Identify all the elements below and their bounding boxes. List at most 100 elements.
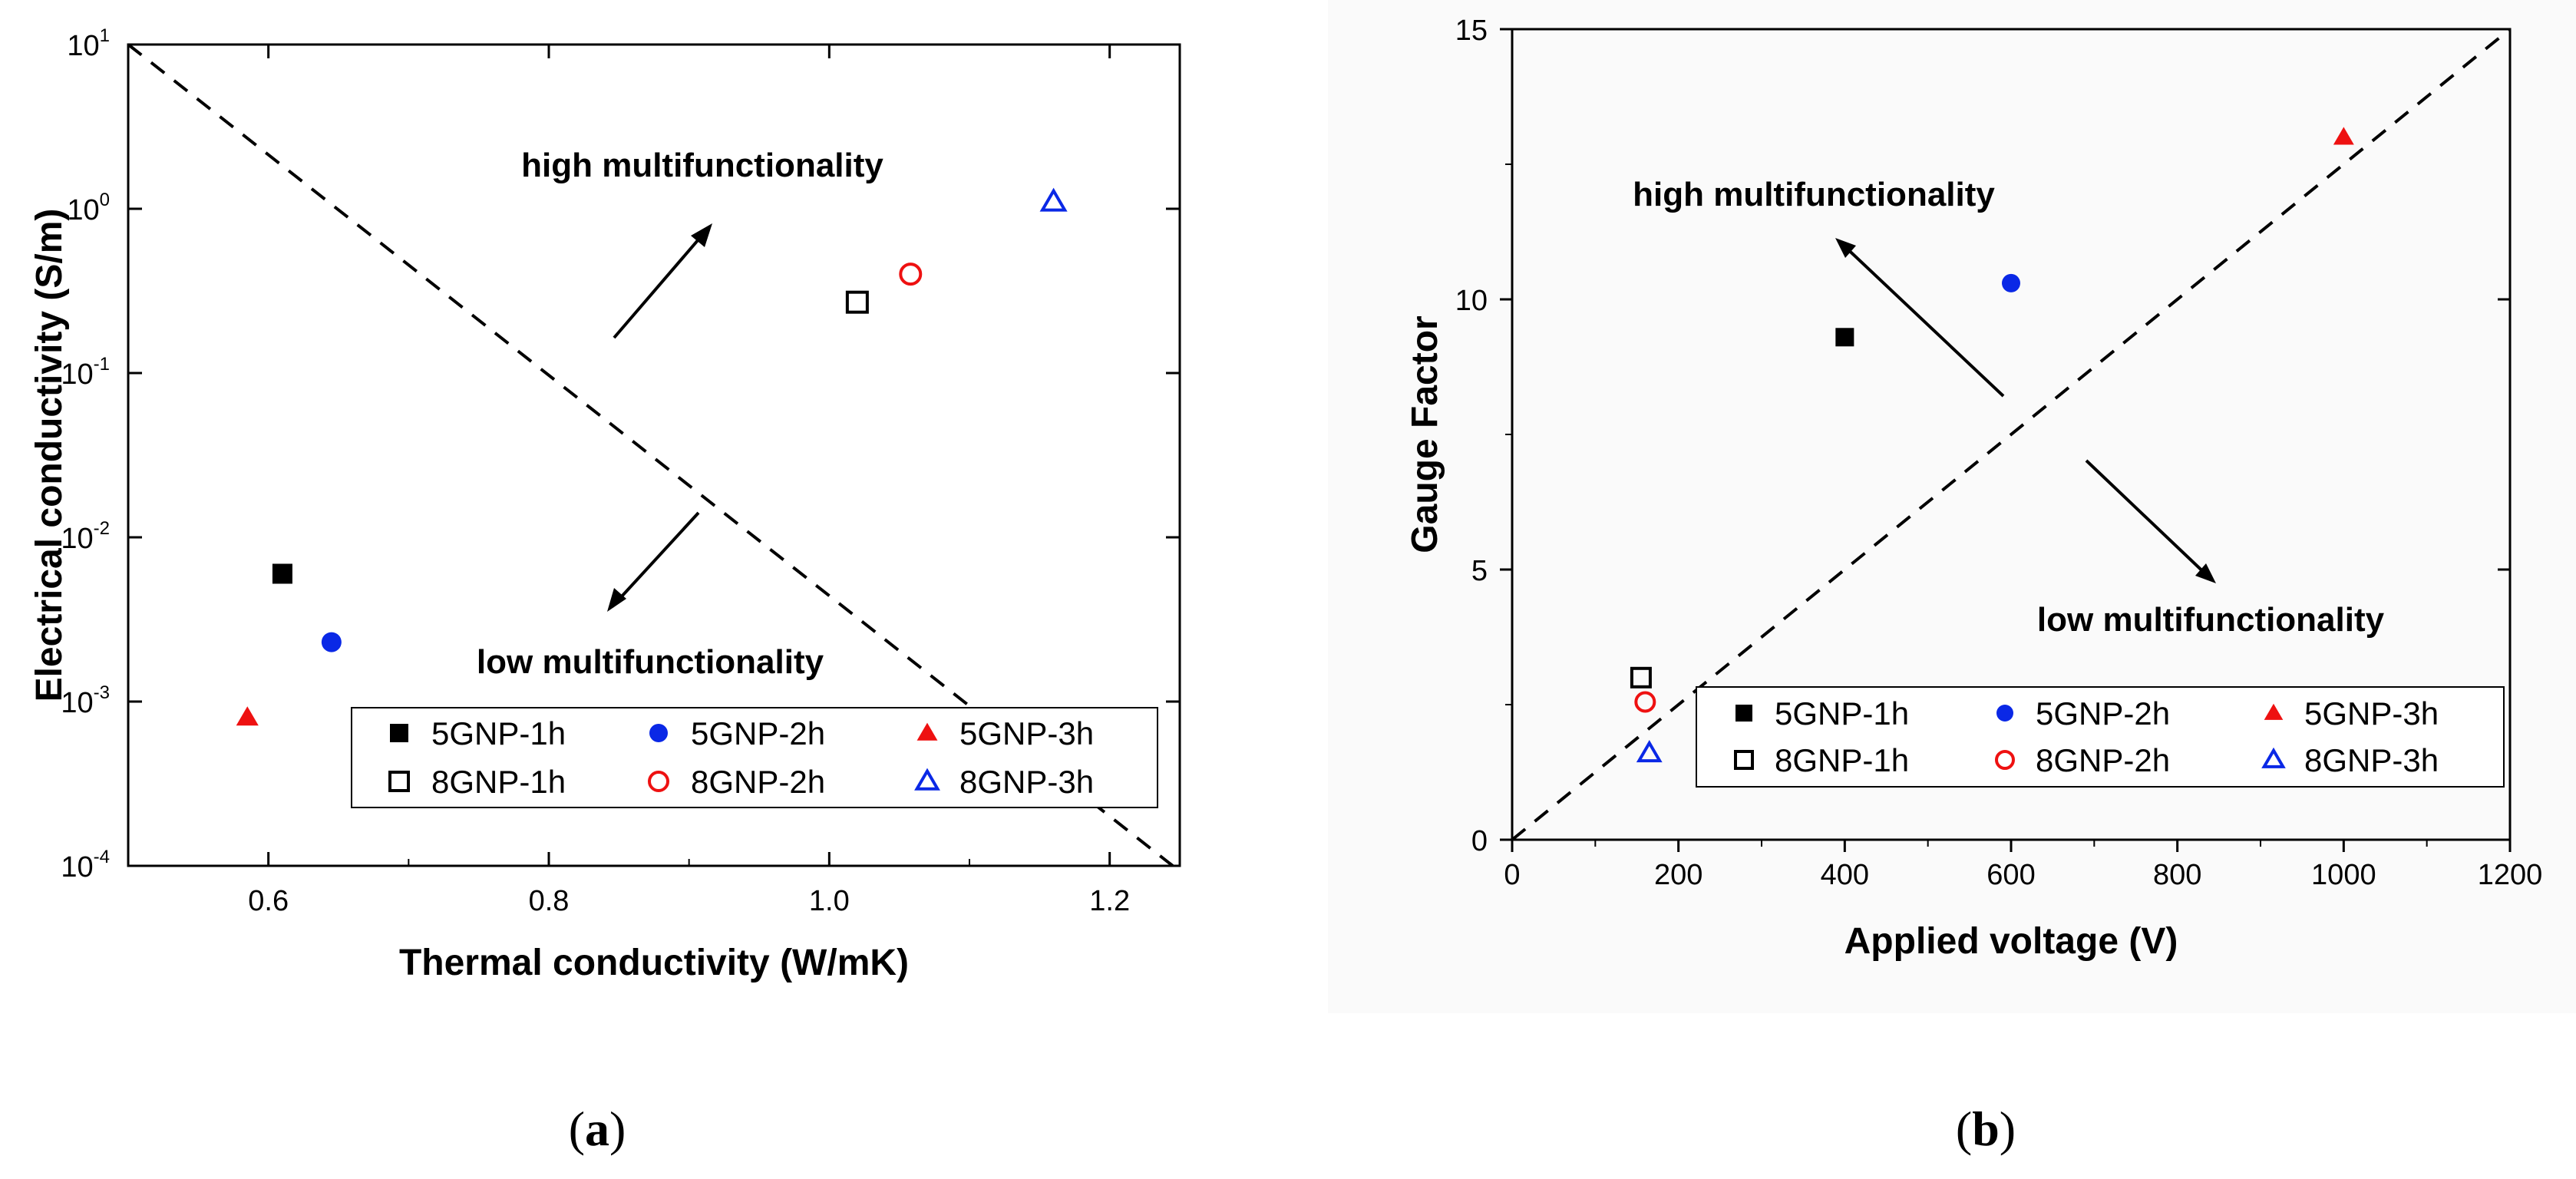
panel-b-caption-letter: b xyxy=(1972,1101,2000,1156)
panel-a-y-tick-base: 10 xyxy=(67,194,99,226)
panel-b-legend-label: 5GNP-2h xyxy=(2036,695,2170,732)
panel-a-legend-marker-8gnp-1h xyxy=(388,771,410,792)
panel-b-legend-label: 5GNP-3h xyxy=(2304,695,2439,732)
panel-b-arrow-down xyxy=(2085,459,2212,580)
panel-b-legend-marker-5gnp-1h xyxy=(1735,705,1752,722)
panel-a-y-tick-base: 10 xyxy=(61,523,93,555)
panel-a-y-tick-base: 10 xyxy=(61,358,93,391)
panel-b-y-tick-label: 15 xyxy=(1455,15,1488,47)
panel-b-y-tick-label: 5 xyxy=(1471,555,1488,587)
panel-a-markers xyxy=(236,187,1068,726)
panel-b-arrowhead-up xyxy=(1835,238,1856,258)
panel-a-y-tick-base: 10 xyxy=(67,30,99,62)
panel-a-plot-frame xyxy=(127,43,1181,867)
panel-a-y-tick-base: 10 xyxy=(61,851,93,883)
panel-a-x-tick-label: 0.8 xyxy=(529,885,570,917)
panel-b-marker-8gnp-3h xyxy=(1636,739,1663,763)
panel-b-x-tick-label: 1200 xyxy=(2478,859,2543,891)
panel-b-x-tick-label: 600 xyxy=(1986,859,2035,891)
panel-b-y-axis-title: Gauge Factor xyxy=(1405,315,1445,553)
panel-a-x-tick-label: 0.6 xyxy=(248,885,289,917)
panel-b-legend-label: 8GNP-2h xyxy=(2036,742,2170,778)
panel-a-legend-label: 8GNP-3h xyxy=(959,764,1094,800)
panel-a-arrow-up xyxy=(613,227,709,339)
panel-b-marker-5gnp-2h xyxy=(2002,273,2020,292)
panel-a-marker-8gnp-2h xyxy=(899,263,923,286)
panel-a-y-tick-label: 10-1 xyxy=(61,354,110,391)
panel-a-arrowhead-up xyxy=(691,223,712,247)
panel-b-arrow-up xyxy=(1839,241,2005,398)
panel-b-x-axis-title: Applied voltage (V) xyxy=(1844,921,2178,962)
panel-b: 0 200 400 600 800 1000 1200 0 5 10 15 high multif… xyxy=(1405,15,2542,1156)
panel-b-background xyxy=(1328,0,2576,1013)
panel-b-y-tick-label: 10 xyxy=(1455,285,1488,317)
panel-b-x-tick-label: 400 xyxy=(1821,859,1869,891)
panel-a-legend-marker-5gnp-1h xyxy=(390,724,408,742)
panel-a-y-tick-exponent: -2 xyxy=(94,518,110,539)
panel-b-caption: (b) xyxy=(1956,1101,2016,1156)
panel-a-x-ticks: 0.6 0.8 1.0 1.2 xyxy=(127,45,1130,917)
panel-b-x-tick-label: 800 xyxy=(2153,859,2201,891)
panel-a-x-tick-label: 1.0 xyxy=(809,885,850,917)
panel-b-x-tick-label: 1000 xyxy=(2311,859,2376,891)
panel-a-y-tick-exponent: -1 xyxy=(94,354,110,375)
panel-a-x-tick-label: 1.2 xyxy=(1089,885,1130,917)
panel-a-caption-letter: a xyxy=(585,1101,609,1156)
panel-b-legend-marker-8gnp-1h xyxy=(1734,750,1754,770)
panel-a-arrowhead-down xyxy=(607,588,626,612)
panel-b-y-ticks: 0 5 10 15 xyxy=(1455,15,2510,857)
panel-a-high-annotation: high multifunctionality xyxy=(521,147,883,184)
panel-a-low-annotation: low multifunctionality xyxy=(477,643,824,681)
panel-a-legend-label: 5GNP-2h xyxy=(691,715,825,751)
panel-b-markers xyxy=(1630,127,2354,763)
panel-a-marker-5gnp-1h xyxy=(272,563,292,584)
panel-b-y-tick-label: 0 xyxy=(1471,825,1488,857)
panel-a-legend-marker-8gnp-3h xyxy=(914,768,940,791)
panel-a-y-tick-exponent: -3 xyxy=(94,682,110,703)
panel-b-low-annotation: low multifunctionality xyxy=(2037,601,2385,639)
panel-b-legend-label: 8GNP-1h xyxy=(1775,742,1909,778)
panel-b-legend-marker-5gnp-3h xyxy=(2264,703,2284,720)
panel-b-legend-label: 5GNP-1h xyxy=(1775,695,1909,732)
panel-b-high-annotation: high multifunctionality xyxy=(1633,176,1995,213)
panel-a-marker-5gnp-2h xyxy=(321,632,342,652)
panel-a-marker-8gnp-1h xyxy=(845,290,869,314)
panel-a-y-tick-exponent: 1 xyxy=(100,25,110,46)
panel-b-marker-8gnp-2h xyxy=(1634,691,1656,713)
panel-a-legend-label: 8GNP-1h xyxy=(431,764,566,800)
panel-b-x-tick-label: 0 xyxy=(1504,859,1520,891)
panel-a-legend-marker-8gnp-2h xyxy=(648,771,669,792)
panel-a-caption: (a) xyxy=(569,1101,626,1156)
panel-a-legend-label: 5GNP-3h xyxy=(959,715,1094,751)
panel-a-legend-label: 5GNP-1h xyxy=(431,715,566,751)
panel-b-x-ticks: 0 200 400 600 800 1000 1200 xyxy=(1504,840,2542,891)
panel-a-legend: 5GNP-1h 5GNP-2h 5GNP-3h 8GNP-1h 8GNP-2h 8GNP-… xyxy=(351,707,1158,808)
panel-a-y-tick-label: 100 xyxy=(67,190,110,226)
panel-b-legend-label: 8GNP-3h xyxy=(2304,742,2439,778)
panel-a-x-axis-title: Thermal conductivity (W/mK) xyxy=(399,943,909,983)
panel-a-y-tick-base: 10 xyxy=(61,687,93,719)
panel-a-legend-marker-5gnp-2h xyxy=(649,724,668,742)
panel-a-legend-label: 8GNP-2h xyxy=(691,764,825,800)
panel-b-legend-marker-8gnp-3h xyxy=(2261,747,2286,768)
panel-a-y-tick-label: 10-2 xyxy=(61,518,110,555)
panel-a-y-tick-label: 10-3 xyxy=(61,682,110,719)
panel-b-marker-8gnp-1h xyxy=(1630,666,1652,689)
panel-b-legend: 5GNP-1h 5GNP-2h 5GNP-3h 8GNP-1h 8GNP-2h 8GNP-… xyxy=(1696,686,2505,788)
panel-b-marker-5gnp-3h xyxy=(2333,127,2354,145)
panel-b-legend-marker-8gnp-2h xyxy=(1995,750,2015,770)
panel-a-y-tick-label: 101 xyxy=(67,25,110,62)
panel-b-reference-line xyxy=(1511,28,2512,841)
panel-b-marker-5gnp-1h xyxy=(1835,328,1854,347)
panel-b-x-tick-label: 200 xyxy=(1654,859,1702,891)
panel-a-y-tick-label: 10-4 xyxy=(61,847,110,883)
panel-a-marker-5gnp-3h xyxy=(236,706,259,726)
panel-b-legend-marker-5gnp-2h xyxy=(1996,705,2013,722)
panel-a-y-tick-exponent: -4 xyxy=(94,847,110,867)
panel-a-marker-8gnp-3h xyxy=(1039,187,1068,212)
panel-a-arrow-down xyxy=(611,511,700,608)
panel-a-legend-marker-5gnp-3h xyxy=(916,722,938,741)
